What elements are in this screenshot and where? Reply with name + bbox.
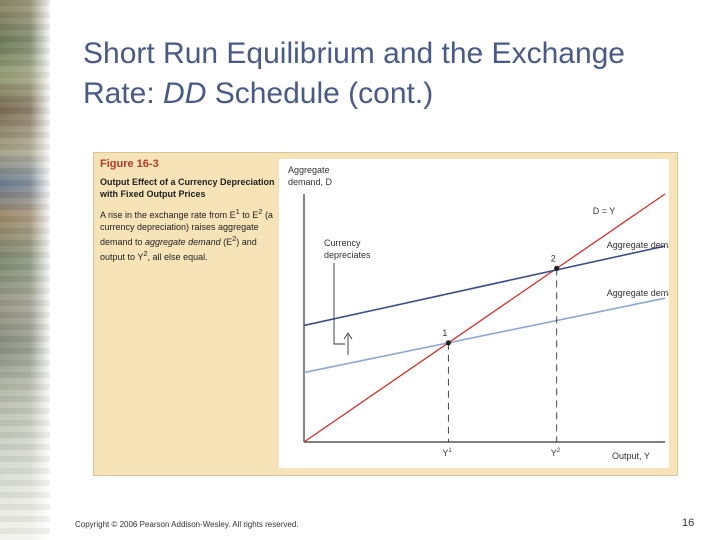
annotation-currency-depreciates-line1: Currency (324, 238, 361, 248)
equilibrium-point-2 (554, 265, 560, 271)
dd-schedule-chart: Aggregate demand, D Output, Y 1 2 D = Y … (288, 165, 701, 461)
x-tick-label-y2: Y2 (551, 448, 561, 458)
series-label-aggregate-demand-e1: Aggregate demand (E1) (607, 288, 669, 298)
x-axis-label: Output, Y (612, 451, 650, 461)
series-label-aggregate-demand-e2: Aggregate demand (E2) (607, 240, 669, 250)
x-tick-label-y1: Y1 (442, 448, 452, 458)
equilibrium-label-1: 1 (442, 328, 447, 338)
figure-number: Figure 16-3 (100, 158, 159, 170)
plot-panel: Aggregate demand, D Output, Y 1 2 D = Y … (279, 159, 701, 468)
aggregate-demand-e2-line (303, 245, 666, 327)
equilibrium-label-2: 2 (551, 253, 556, 263)
aggregate-demand-e1-line (303, 297, 666, 374)
figure-caption: Figure 16-3 Output Effect of a Currency … (100, 158, 280, 263)
series-label-d-equals-y: D = Y (593, 206, 616, 216)
y-axis-label-line1: Aggregate (288, 165, 330, 175)
annotation-bracket (333, 263, 345, 345)
slide-title: Short Run Equilibrium and the Exchange R… (83, 37, 625, 110)
line-45-degree (303, 193, 666, 443)
figure-title: Output Effect of a Currency Depreciation… (100, 177, 275, 199)
figure-description: A rise in the exchange rate from E1 to E… (100, 207, 273, 262)
up-arrow-icon (343, 332, 353, 340)
decorative-side-strip (0, 0, 50, 540)
copyright-notice: Copyright © 2006 Pearson Addison-Wesley.… (75, 520, 299, 529)
annotation-currency-depreciates-line2: depreciates (324, 250, 371, 260)
y-axis-label-line2: demand, D (288, 177, 333, 187)
page-number: 16 (682, 517, 695, 529)
equilibrium-point-1 (445, 340, 451, 346)
